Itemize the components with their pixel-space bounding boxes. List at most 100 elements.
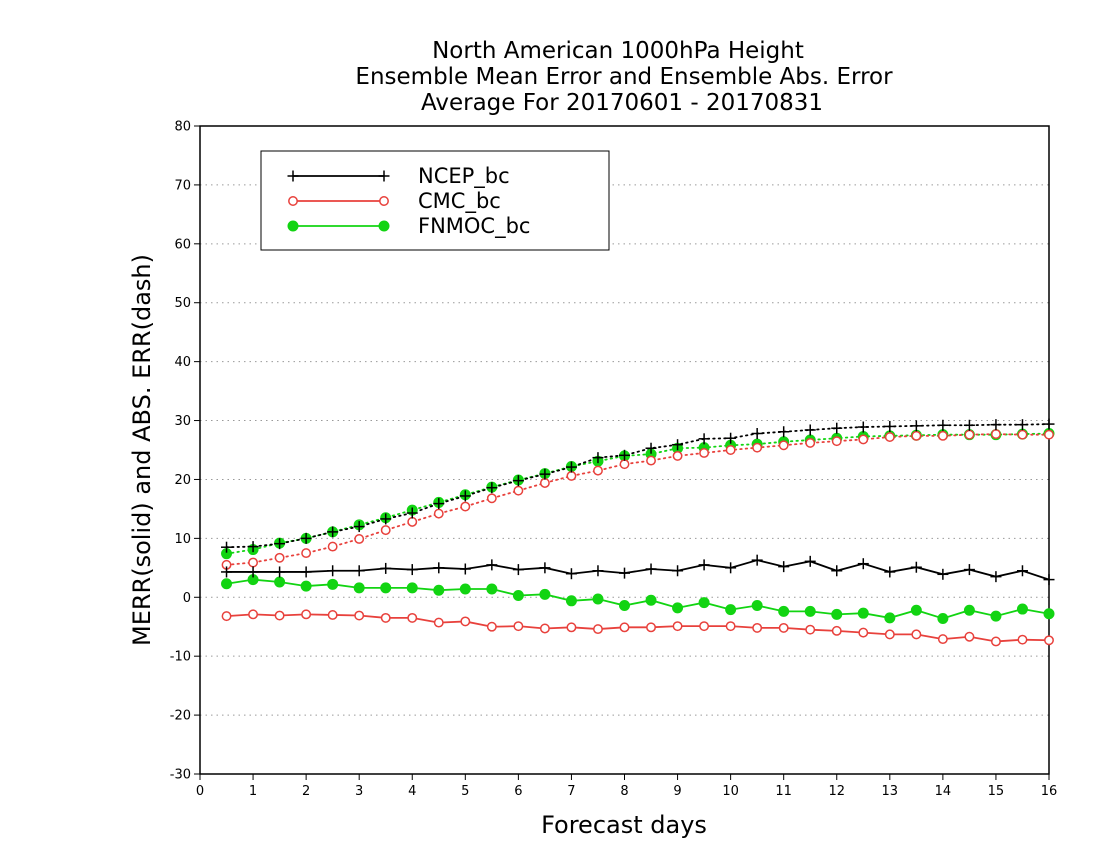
series [221,418,1055,647]
point-ncep-bc-abs-21 [778,426,790,438]
point-fnmoc-bc-mean-24 [857,607,869,619]
point-cmc-bc-abs-4 [327,541,338,552]
point-ncep-bc-mean-31 [1043,574,1055,586]
x-tick-label-13: 13 [882,784,899,799]
point-ncep-bc-mean-24 [857,558,869,570]
point-ncep-bc-mean-10 [486,559,498,571]
x-tick-label-15: 15 [988,784,1005,799]
point-cmc-bc-mean-11 [513,621,524,632]
point-fnmoc-bc-mean-18 [698,597,710,609]
point-ncep-bc-mean-21 [778,561,790,573]
title-line-3: Average For 20170601 - 20170831 [421,90,823,116]
point-ncep-bc-mean-20 [751,554,763,566]
x-tick-label-14: 14 [935,784,952,799]
legend-marker-start-ncep-bc [287,170,299,182]
point-cmc-bc-abs-22 [805,437,816,448]
point-fnmoc-bc-mean-21 [778,605,790,617]
point-cmc-bc-abs-23 [831,436,842,447]
point-cmc-bc-mean-21 [778,622,789,633]
legend-marker-start-cmc-bc [288,196,298,206]
point-ncep-bc-abs-23 [831,422,843,434]
title-line-2: Ensemble Mean Error and Ensemble Abs. Er… [355,64,893,90]
point-ncep-bc-abs-6 [380,513,392,525]
point-fnmoc-bc-mean-28 [963,604,975,616]
y-tick-label-11: 80 [174,120,191,135]
point-ncep-bc-mean-4 [327,565,339,577]
point-ncep-bc-mean-6 [380,562,392,574]
x-tick-label-8: 8 [620,784,628,799]
point-ncep-bc-mean-0 [221,566,233,578]
point-ncep-bc-abs-1 [247,541,259,553]
point-fnmoc-bc-mean-4 [327,578,339,590]
point-fnmoc-bc-mean-30 [1016,603,1028,615]
point-ncep-bc-mean-16 [645,563,657,575]
point-ncep-bc-abs-16 [645,442,657,454]
point-cmc-bc-mean-10 [486,621,497,632]
point-cmc-bc-mean-6 [380,612,391,623]
point-cmc-bc-mean-4 [327,609,338,620]
point-cmc-bc-mean-12 [539,623,550,634]
x-tick-label-11: 11 [775,784,792,799]
point-cmc-bc-mean-9 [460,616,471,627]
series-ncep-bc-mean-error-line [226,559,1050,581]
point-ncep-bc-abs-10 [486,482,498,494]
point-fnmoc-bc-mean-8 [433,584,445,596]
point-fnmoc-bc-mean-16 [645,594,657,606]
legend-marker-end-fnmoc-bc [378,220,390,232]
point-cmc-bc-abs-18 [699,447,710,458]
series-ncep-bc-abs-error-line [225,423,1050,549]
point-ncep-bc-mean-7 [406,564,418,576]
point-ncep-bc-abs-29 [990,419,1002,431]
point-cmc-bc-abs-10 [486,493,497,504]
point-cmc-bc-mean-0 [221,611,232,622]
point-fnmoc-bc-mean-5 [353,582,365,594]
point-cmc-bc-mean-8 [433,617,444,628]
point-ncep-bc-abs-19 [725,432,737,444]
point-fnmoc-bc-mean-27 [937,612,949,624]
point-cmc-bc-mean-13 [566,622,577,633]
point-cmc-bc-mean-3 [301,609,312,620]
y-tick-label-4: 10 [174,532,191,547]
legend: NCEP_bc CMC_bc FNMOC_bc [260,150,610,251]
point-ncep-bc-mean-26 [910,561,922,573]
y-tick-label-0: -30 [170,768,191,783]
x-tick-label-1: 1 [249,784,257,799]
point-fnmoc-bc-mean-14 [592,593,604,605]
point-ncep-bc-abs-30 [1016,419,1028,431]
point-cmc-bc-abs-1 [248,557,259,568]
point-cmc-bc-mean-20 [752,622,763,633]
point-cmc-bc-mean-23 [831,625,842,636]
point-cmc-bc-abs-19 [725,445,736,455]
point-ncep-bc-mean-22 [804,555,816,567]
point-cmc-bc-abs-14 [593,465,603,476]
point-ncep-bc-mean-11 [512,564,524,576]
y-tick-label-7: 40 [174,355,191,370]
point-ncep-bc-abs-13 [565,461,577,473]
point-fnmoc-bc-mean-13 [565,595,577,607]
point-fnmoc-bc-mean-17 [672,602,684,614]
point-cmc-bc-abs-7 [407,516,418,527]
point-cmc-bc-abs-16 [646,455,656,466]
legend-label-fnmoc: FNMOC_bc [418,214,530,239]
point-ncep-bc-abs-2 [274,538,286,550]
point-cmc-bc-abs-5 [354,534,365,544]
point-ncep-bc-abs-11 [512,475,524,487]
y-tick-label-9: 60 [174,237,191,252]
point-ncep-bc-abs-14 [592,452,604,464]
point-cmc-bc-mean-17 [672,621,683,632]
point-ncep-bc-mean-19 [725,562,737,574]
point-ncep-bc-mean-13 [565,568,577,580]
point-fnmoc-bc-mean-26 [910,604,922,616]
legend-marker-end-ncep-bc [378,170,390,182]
series-cmc-bc-mean-error-line [226,613,1050,643]
point-fnmoc-bc-mean-19 [725,604,737,616]
point-cmc-bc-mean-2 [274,610,285,621]
point-fnmoc-bc-mean-3 [300,580,312,592]
point-cmc-bc-abs-28 [964,429,975,440]
y-tick-label-8: 50 [174,296,191,311]
y-axis-label: MERR(solid) and ABS. ERR(dash) [128,254,156,646]
point-cmc-bc-mean-25 [884,629,895,640]
point-ncep-bc-abs-5 [353,521,365,533]
